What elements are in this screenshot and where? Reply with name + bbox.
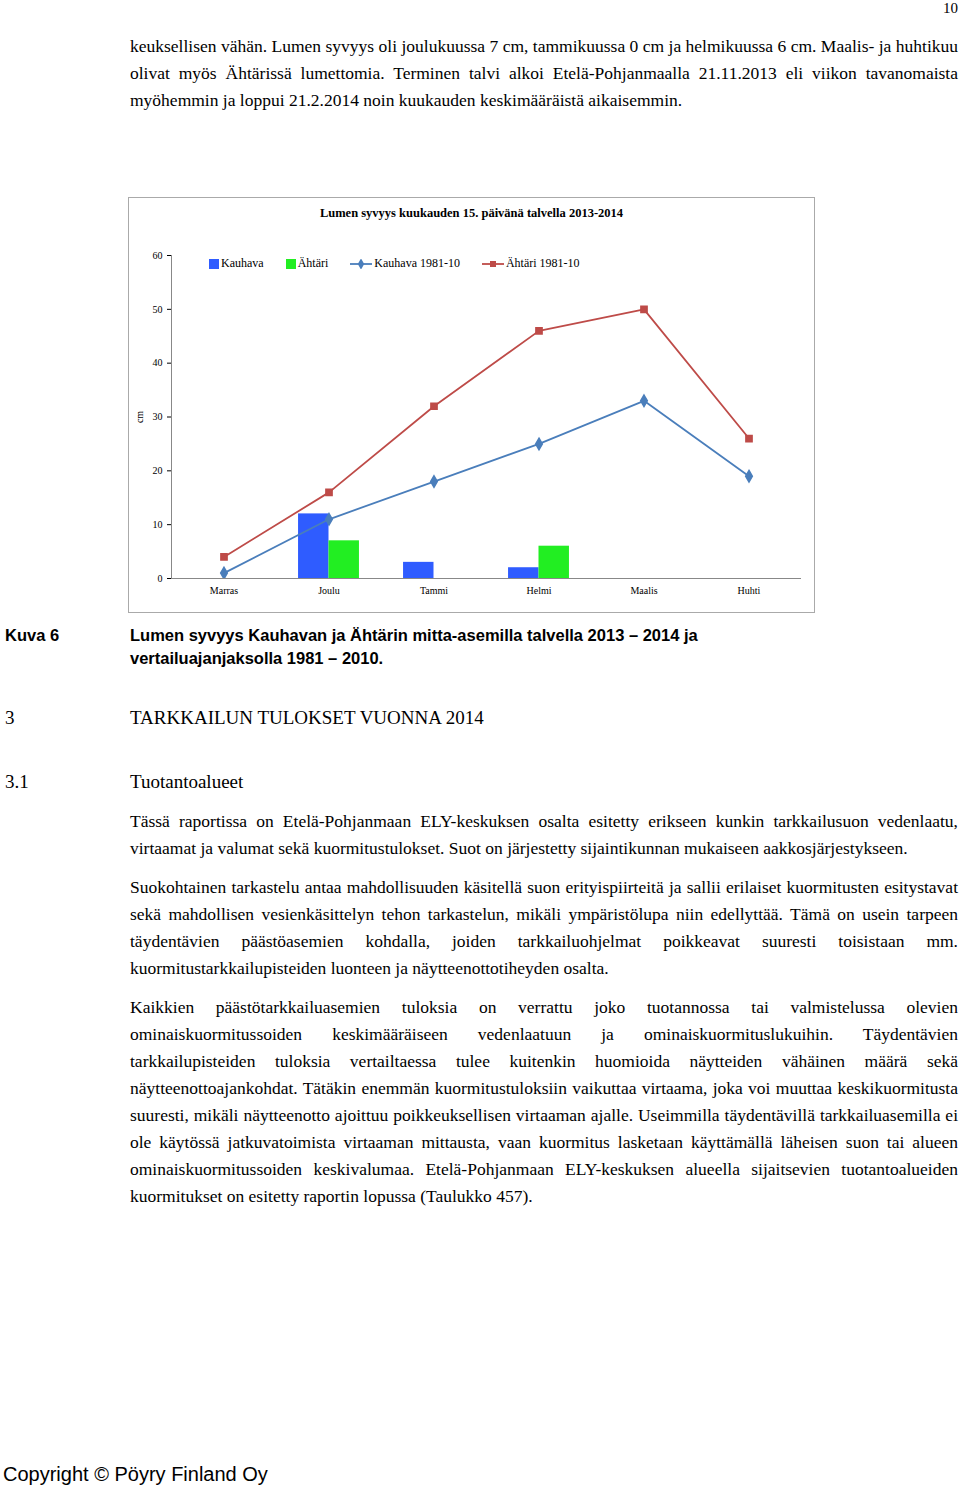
svg-text:Maalis: Maalis — [630, 585, 657, 596]
html-text:TARKKAILUN TULOKSET VUONNA 201: TARKKAILUN TULOKSET VUONNA 2014 — [130, 707, 484, 728]
svg-text:50: 50 — [153, 304, 163, 315]
svg-text:0: 0 — [158, 573, 163, 584]
html-text:Kuva 6: Kuva 6 — [5, 626, 60, 644]
html-text:Ähtäri 1981-10: Ähtäri 1981-10 — [506, 256, 580, 270]
html-text:Ähtäri: Ähtäri — [297, 256, 329, 270]
svg-text:Joulu: Joulu — [318, 585, 340, 596]
html-text:Lumen syvyys kuukauden 15. päi: Lumen syvyys kuukauden 15. päivänä talve… — [319, 206, 624, 220]
html-text:Kauhava 1981-10: Kauhava 1981-10 — [374, 256, 460, 270]
html-text:10: 10 — [943, 0, 958, 16]
html-text:Copyright © Pöyry Finland Oy: Copyright © Pöyry Finland Oy — [3, 1463, 268, 1485]
svg-text:Tammi: Tammi — [420, 585, 448, 596]
html-text:Kauhava: Kauhava — [221, 256, 264, 270]
html-text:Kaikkien päästötarkkailuasemie: Kaikkien päästötarkkailuasemien tuloksia… — [130, 997, 958, 1206]
svg-text:30: 30 — [153, 411, 163, 422]
html-text:Tuotantoalueet: Tuotantoalueet — [130, 771, 244, 792]
svg-text:cm: cm — [134, 411, 145, 423]
svg-text:20: 20 — [153, 465, 163, 476]
svg-text:Marras: Marras — [210, 585, 238, 596]
html-text:3.1: 3.1 — [5, 771, 29, 792]
svg-text:Helmi: Helmi — [527, 585, 552, 596]
svg-text:40: 40 — [153, 357, 163, 368]
html-text:Tässä raportissa on Etelä-Pohj: Tässä raportissa on Etelä-Pohjanmaan ELY… — [130, 811, 958, 858]
html-text:Suokohtainen tarkastelu antaa: Suokohtainen tarkastelu antaa mahdollisu… — [130, 877, 958, 978]
html-text:3: 3 — [5, 707, 15, 728]
html-text:keuksellisen vähän. Lumen syvy: keuksellisen vähän. Lumen syvyys oli jou… — [130, 36, 958, 110]
svg-text:10: 10 — [153, 519, 163, 530]
svg-text:Huhti: Huhti — [738, 585, 761, 596]
svg-text:60: 60 — [153, 250, 163, 261]
html-text:Lumen syvyys Kauhavan ja Ähtär: Lumen syvyys Kauhavan ja Ähtärin mitta-a… — [130, 626, 698, 667]
